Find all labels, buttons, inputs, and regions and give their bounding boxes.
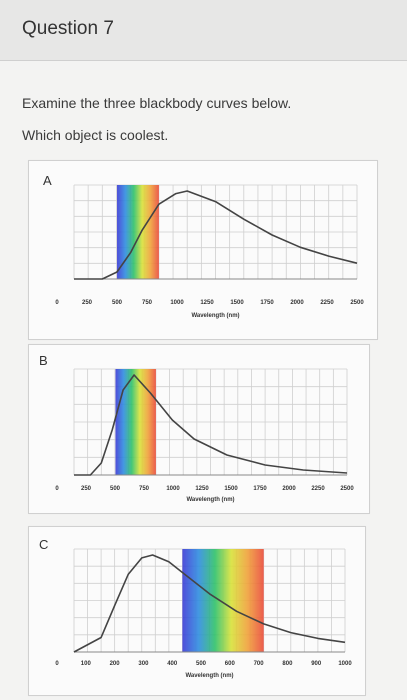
x-tick-label: 2000 [290, 300, 304, 306]
panel-b: B 0 250 500 750 1000 1250 1500 1750 2000 2250 2500… [28, 344, 370, 514]
blackbody-chart-c: 0 100 200 300 400 500 600 700 800 900 1000 Waveleng… [55, 548, 352, 679]
question-title: Question 7 [22, 18, 114, 39]
x-tick-label: 400 [167, 661, 178, 667]
x-tick-label: 500 [112, 300, 123, 306]
x-tick-label: 2250 [320, 300, 334, 306]
x-tick-label: 2000 [282, 486, 296, 492]
x-tick-label: 200 [110, 661, 121, 667]
question-header: Question 7 [0, 0, 407, 61]
x-tick-label: 0 [55, 300, 59, 306]
visible-spectrum-band [115, 369, 156, 475]
x-tick-label: 1500 [224, 486, 238, 492]
x-tick-label: 0 [55, 486, 59, 492]
blackbody-curve [74, 374, 348, 476]
x-tick-label: 300 [138, 661, 149, 667]
x-tick-label: 2500 [340, 486, 354, 492]
x-tick-label: 600 [225, 661, 236, 667]
x-tick-label: 100 [81, 661, 92, 667]
x-axis-label: Wavelength (nm) [186, 497, 234, 503]
x-tick-label: 2250 [311, 486, 325, 492]
x-tick-label: 2500 [350, 300, 364, 306]
x-tick-label: 750 [142, 300, 153, 306]
x-tick-label: 1750 [253, 486, 267, 492]
x-tick-label: 700 [254, 661, 265, 667]
blackbody-curve [73, 554, 346, 653]
x-tick-label: 500 [110, 486, 121, 492]
x-tick-label: 250 [81, 486, 92, 492]
x-tick-label: 1000 [170, 300, 184, 306]
x-axis-label: Wavelength (nm) [185, 673, 233, 679]
panel-label-a: A [43, 173, 52, 188]
visible-spectrum-band [182, 549, 264, 652]
x-tick-label: 1250 [195, 486, 209, 492]
prompt-line-1: Examine the three blackbody curves below… [22, 95, 292, 111]
x-tick-label: 750 [139, 486, 150, 492]
x-tick-label: 1750 [260, 300, 274, 306]
x-tick-label: 1000 [166, 486, 180, 492]
panel-label-c: C [39, 537, 49, 552]
panel-a: A 0 250 500 750 1000 1250 1500 1750 2000 2250 2500… [28, 160, 378, 340]
x-tick-label: 1250 [200, 300, 214, 306]
prompt-line-2: Which object is coolest. [22, 127, 169, 143]
blackbody-curve [74, 190, 358, 280]
panel-c: C 0 100 200 300 400 500 600 700 800 900 1000 Wavele… [28, 526, 366, 696]
blackbody-chart-a: 0 250 500 750 1000 1250 1500 1750 2000 2250 2500 Wa… [55, 184, 364, 319]
x-tick-label: 900 [311, 661, 322, 667]
panel-label-b: B [39, 353, 48, 368]
x-tick-label: 1500 [230, 300, 244, 306]
x-tick-label: 800 [282, 661, 293, 667]
blackbody-chart-b: 0 250 500 750 1000 1250 1500 1750 2000 2250 2500 Wa… [55, 368, 354, 503]
x-tick-label: 500 [196, 661, 207, 667]
x-tick-label: 250 [82, 300, 93, 306]
x-tick-label: 1000 [338, 661, 352, 667]
visible-spectrum-band [117, 185, 159, 279]
x-tick-label: 0 [55, 661, 59, 667]
x-axis-label: Wavelength (nm) [191, 313, 239, 319]
